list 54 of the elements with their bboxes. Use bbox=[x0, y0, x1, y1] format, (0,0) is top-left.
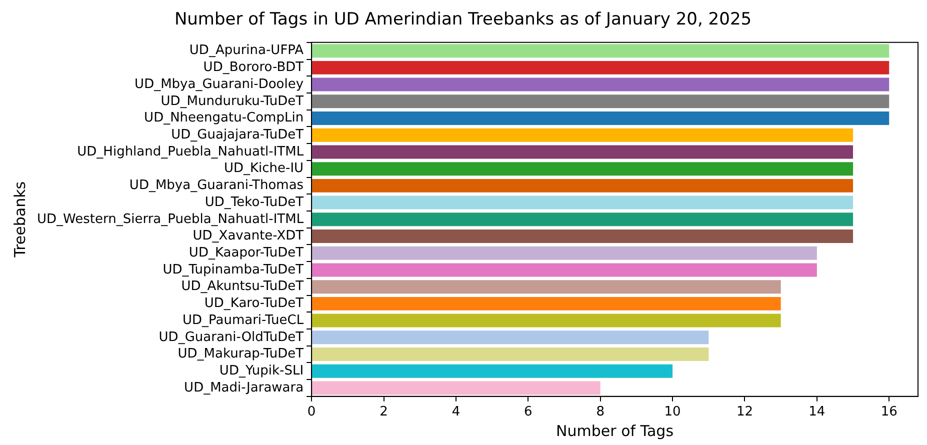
bar bbox=[312, 94, 890, 108]
y-tick-label: UD_Guajajara-TuDeT bbox=[171, 127, 304, 142]
bar bbox=[312, 178, 854, 192]
y-tick-label: UD_Madi-Jarawara bbox=[184, 380, 304, 396]
x-tick-label: 14 bbox=[808, 404, 826, 420]
x-tick-label: 12 bbox=[736, 404, 754, 420]
bar bbox=[312, 381, 600, 395]
bar bbox=[312, 112, 890, 125]
y-tick-label: UD_Yupik-SLI bbox=[219, 363, 304, 378]
y-tick-label: UD_Bororo-BDT bbox=[203, 60, 304, 76]
bar bbox=[312, 330, 709, 344]
y-tick-label: UD_Kiche-IU bbox=[224, 161, 304, 176]
y-tick-label: UD_Makurap-TuDeT bbox=[178, 346, 304, 362]
y-tick-label: UD_Western_Sierra_Puebla_Nahuatl-ITML bbox=[37, 212, 304, 227]
x-axis-title: Number of Tags bbox=[556, 422, 674, 440]
x-tick-label: 4 bbox=[452, 404, 460, 420]
bar bbox=[312, 78, 890, 92]
x-tick-label: 6 bbox=[524, 404, 532, 420]
y-tick-label: UD_Nheengatu-CompLin bbox=[144, 110, 304, 126]
bar bbox=[312, 348, 709, 361]
x-tick-label: 2 bbox=[380, 404, 388, 420]
bar bbox=[312, 128, 854, 142]
x-tick-label: 10 bbox=[664, 404, 681, 420]
y-tick-label: UD_Highland_Puebla_Nahuatl-ITML bbox=[77, 144, 304, 160]
bar bbox=[312, 162, 854, 176]
bar bbox=[312, 296, 781, 310]
y-tick-label: UD_Kaapor-TuDeT bbox=[188, 245, 304, 260]
bar bbox=[312, 263, 817, 277]
bar bbox=[312, 44, 890, 58]
y-tick-label: UD_Apurina-UFPA bbox=[189, 43, 304, 58]
bar bbox=[312, 314, 781, 328]
y-tick-label: UD_Paumari-TueCL bbox=[182, 312, 304, 328]
bar bbox=[312, 196, 854, 210]
y-tick-label: UD_Teko-TuDeT bbox=[204, 194, 304, 210]
y-tick-label: UD_Munduruku-TuDeT bbox=[160, 94, 304, 109]
bar bbox=[312, 364, 673, 378]
x-tick-label: 8 bbox=[596, 404, 604, 420]
y-tick-label: UD_Mbya_Guarani-Thomas bbox=[129, 178, 304, 194]
x-tick-label: 16 bbox=[880, 404, 898, 420]
bar bbox=[312, 280, 781, 294]
y-tick-label: UD_Guarani-OldTuDeT bbox=[158, 330, 304, 345]
chart-title: Number of Tags in UD Amerindian Treebanks as of January 20, 2025 bbox=[174, 10, 752, 30]
bar bbox=[312, 230, 854, 243]
bar bbox=[312, 145, 854, 159]
y-axis-title: Treebanks bbox=[10, 181, 29, 258]
bar bbox=[312, 60, 890, 74]
y-tick-label: UD_Tupinamba-TuDeT bbox=[162, 262, 304, 278]
y-tick-label: UD_Xavante-XDT bbox=[192, 228, 304, 244]
y-tick-label: UD_Mbya_Guarani-Dooley bbox=[134, 76, 304, 92]
x-tick-label: 0 bbox=[307, 404, 316, 420]
y-tick-label: UD_Karo-TuDeT bbox=[204, 296, 304, 312]
bar bbox=[312, 212, 854, 226]
bar bbox=[312, 246, 817, 260]
y-tick-label: UD_Akuntsu-TuDeT bbox=[181, 279, 304, 294]
